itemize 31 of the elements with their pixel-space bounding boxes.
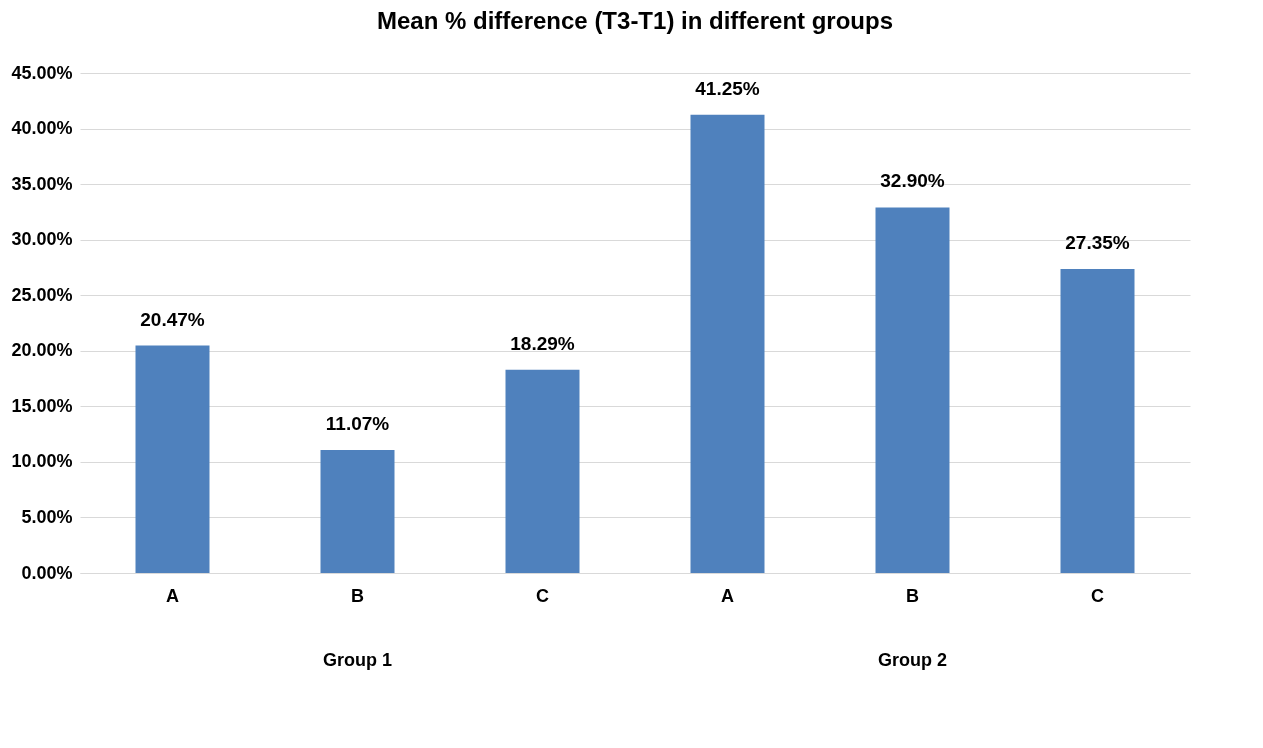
bar: [135, 345, 210, 573]
x-tick-label: B: [906, 585, 919, 606]
bar: [875, 207, 950, 573]
x-tick-label: A: [721, 585, 734, 606]
y-tick-label: 10.00%: [11, 451, 73, 472]
text: Group 1: [322, 650, 393, 670]
data-label: 41.25%: [695, 77, 760, 99]
y-tick-label: 40.00%: [11, 118, 73, 139]
bar: [690, 114, 765, 573]
y-tick-label: 35.00%: [11, 173, 73, 194]
bar: [505, 369, 580, 573]
data-label: 18.29%: [510, 332, 575, 354]
y-tick-label: 25.00%: [11, 284, 73, 305]
x-tick-label: C: [536, 585, 549, 606]
data-label: 20.47%: [140, 308, 205, 330]
x-tick-label: A: [166, 585, 179, 606]
x-tick-label: B: [351, 585, 364, 606]
y-tick-label: 5.00%: [21, 506, 73, 527]
y-tick-label: 45.00%: [11, 62, 73, 83]
y-tick-label: 0.00%: [21, 562, 73, 583]
y-tick-label: 15.00%: [11, 395, 73, 416]
data-label: 27.35%: [1065, 232, 1130, 254]
y-tick-label: 30.00%: [11, 229, 73, 250]
bar: [1060, 269, 1135, 573]
data-label: 32.90%: [880, 170, 945, 192]
chart-title: Mean % difference (T3-T1) in different groups: [376, 7, 894, 34]
data-label: 11.07%: [325, 413, 390, 434]
y-tick-label: 20.00%: [11, 340, 73, 361]
x-tick-label: C: [1091, 585, 1104, 606]
text: Group 2: [877, 650, 948, 670]
bar: [320, 450, 395, 573]
